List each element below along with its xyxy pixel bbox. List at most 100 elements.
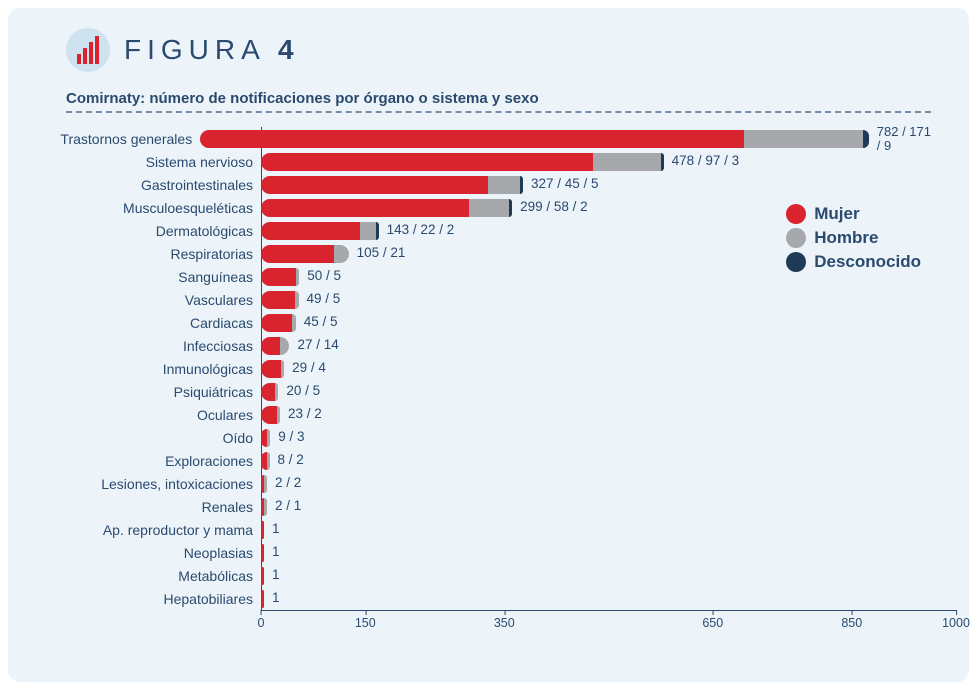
value-label: 27 / 14 [297,338,338,352]
category-label: Lesiones, intoxicaciones [36,476,261,492]
category-label: Dermatológicas [36,223,261,239]
category-label: Neoplasias [36,545,261,561]
value-label: 2 / 2 [275,476,301,490]
bar-track: 8 / 2 [261,452,931,470]
value-label: 8 / 2 [278,453,304,467]
x-tick: 650 [702,610,723,630]
value-label: 20 / 5 [286,384,320,398]
bar-track: 143 / 22 / 2 [261,222,931,240]
category-label: Sanguíneas [36,269,261,285]
bar-row: Ap. reproductor y mama 1 [36,518,931,541]
bar-row: Neoplasias 1 [36,541,931,564]
category-label: Oído [36,430,261,446]
value-label: 49 / 5 [307,292,341,306]
bar-track: 1 [261,544,931,562]
value-label: 299 / 58 / 2 [520,200,588,214]
category-label: Gastrointestinales [36,177,261,193]
bar-segment-mujer [261,314,292,332]
bar-segment-hombre [296,268,299,286]
x-tick-label: 1000 [942,616,970,630]
bar-segment-hombre [267,452,270,470]
bar-segment-mujer [261,199,469,217]
bar-segment-hombre [360,222,375,240]
bar-row: Metabólicas1 [36,564,931,587]
figure-number: 4 [278,34,300,65]
bar-segment-mujer [200,130,743,148]
bar-segment-desconocido [863,130,869,148]
value-label: 143 / 22 / 2 [387,223,455,237]
bar-row: Renales2 / 1 [36,495,931,518]
bar-segment-hombre [334,245,349,263]
category-label: Metabólicas [36,568,261,584]
bar-row: Dermatológicas 143 / 22 / 2 [36,219,931,242]
bar-segment-hombre [593,153,660,171]
bar-row: Sistema nervioso478 / 97 / 3 [36,150,931,173]
category-label: Vasculares [36,292,261,308]
chart: Trastornos generales782 / 171/ 9Sistema … [36,127,931,638]
bar-segment-mujer [261,590,264,608]
bar-track: 27 / 14 [261,337,931,355]
x-tick-label: 350 [494,616,515,630]
bar-track: 23 / 2 [261,406,931,424]
divider [66,111,931,113]
value-label: 2 / 1 [275,499,301,513]
bar-segment-mujer [261,337,280,355]
bar-row: Trastornos generales782 / 171/ 9 [36,127,931,150]
bar-segment-hombre [277,406,280,424]
value-label: 782 / 171/ 9 [877,125,931,152]
bar-segment-hombre [280,337,290,355]
figure-subtitle: Comirnaty: número de notificaciones por … [66,90,941,107]
bar-track: 45 / 5 [261,314,931,332]
category-label: Ap. reproductor y mama [36,522,261,538]
value-label: 1 [272,545,280,559]
bar-rows: Trastornos generales782 / 171/ 9Sistema … [36,127,931,610]
category-label: Exploraciones [36,453,261,469]
value-label: 327 / 45 / 5 [531,177,599,191]
value-label: 50 / 5 [307,269,341,283]
x-tick: 150 [355,610,376,630]
bar-track: 2 / 1 [261,498,931,516]
category-label: Musculoesqueléticas [36,200,261,216]
bar-chart-icon [66,28,110,72]
bar-row: Lesiones, intoxicaciones 2 / 2 [36,472,931,495]
bar-track: 49 / 5 [261,291,931,309]
x-tick: 850 [841,610,862,630]
category-label: Psiquiátricas [36,384,261,400]
bar-segment-hombre [295,291,298,309]
x-tick-label: 650 [702,616,723,630]
bar-segment-hombre [264,475,267,493]
bar-segment-mujer [261,291,295,309]
bar-row: Oculares23 / 2 [36,403,931,426]
bar-row: Respiratorias105 / 21 [36,242,931,265]
bar-segment-desconocido [376,222,379,240]
figure-header: FIGURA 4 [66,28,941,72]
x-tick-label: 0 [258,616,265,630]
bar-segment-mujer [261,222,360,240]
bar-track: 782 / 171/ 9 [200,130,931,148]
bar-track: 478 / 97 / 3 [261,153,931,171]
bar-segment-mujer [261,383,275,401]
bar-track: 2 / 2 [261,475,931,493]
bar-segment-mujer [261,521,264,539]
value-label: 1 [272,522,280,536]
bar-row: Hepatobiliares1 [36,587,931,610]
bar-track: 105 / 21 [261,245,931,263]
bar-segment-mujer [261,176,488,194]
value-label: 478 / 97 / 3 [672,154,740,168]
bar-row: Gastrointestinales 327 / 45 / 5 [36,173,931,196]
category-label: Hepatobiliares [36,591,261,607]
bar-row: Psiquiátricas 20 / 5 [36,380,931,403]
bar-segment-desconocido [520,176,523,194]
value-label: 45 / 5 [304,315,338,329]
bar-segment-desconocido [661,153,664,171]
x-tick: 0 [258,610,265,630]
value-label: 23 / 2 [288,407,322,421]
bar-segment-mujer [261,245,334,263]
bar-row: Infecciosas27 / 14 [36,334,931,357]
bar-row: Vasculares 49 / 5 [36,288,931,311]
category-label: Trastornos generales [36,131,200,147]
bar-row: Oído9 / 3 [36,426,931,449]
bar-track: 327 / 45 / 5 [261,176,931,194]
bar-row: Cardiacas45 / 5 [36,311,931,334]
bar-row: Exploraciones 8 / 2 [36,449,931,472]
